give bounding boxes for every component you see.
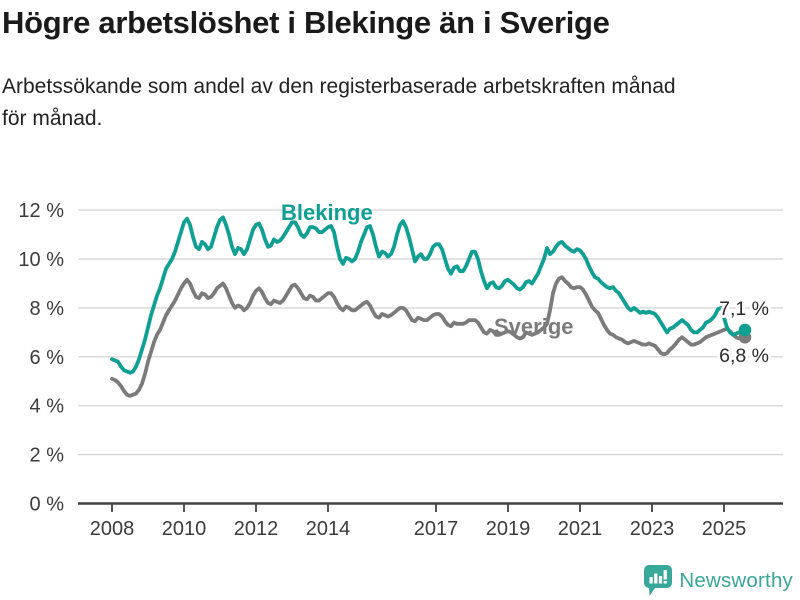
y-axis-label-4pct: 4 % (30, 396, 65, 418)
page-title: Högre arbetslöshet i Blekinge än i Sveri… (2, 5, 610, 40)
x-axis-label-2023: 2023 (630, 518, 675, 540)
series-label-blekinge: Blekinge (281, 200, 373, 225)
x-axis-label-2010: 2010 (162, 518, 207, 540)
bar-chart-glyph (649, 570, 668, 584)
series-label-sverige: Sverige (494, 314, 574, 339)
newsworthy-logo-text: Newsworthy (679, 568, 793, 592)
newsworthy-speech-bubble-icon (644, 565, 673, 596)
end-dot-blekinge (738, 323, 752, 337)
x-axis-label-2014: 2014 (306, 518, 351, 540)
y-axis-label-8pct: 8 % (30, 298, 65, 320)
y-axis-label-2pct: 2 % (30, 445, 65, 467)
y-axis-label-12pct: 12 % (18, 200, 64, 222)
end-value-label-sverige: 6,8 % (719, 345, 769, 367)
y-axis-label-0pct: 0 % (30, 494, 65, 516)
newsworthy-logo: Newsworthy (644, 565, 793, 596)
chart-subtitle-line-2: för månad. (2, 107, 103, 130)
x-axis-label-2012: 2012 (234, 518, 279, 540)
x-axis-layer: 2008 2010 2012 2014 2017 2019 2021 2023 2025 (78, 502, 783, 540)
x-axis-label-2017: 2017 (414, 518, 459, 540)
chart-subtitle: Arbetssökande som andel av den registerb… (2, 71, 676, 135)
x-axis-label-2025: 2025 (702, 518, 747, 540)
x-axis-label-2008: 2008 (90, 518, 135, 540)
gridlines-layer: 0 % 2 % 4 % 6 % 8 % 10 % 12 % (18, 200, 783, 516)
line-blekinge (110, 215, 747, 375)
end-value-label-blekinge: 7,1 % (719, 298, 769, 320)
line-sverige (110, 275, 747, 398)
x-axis-label-2019: 2019 (486, 518, 531, 540)
chart-subtitle-line-1: Arbetssökande som andel av den registerb… (2, 75, 676, 98)
y-axis-label-6pct: 6 % (30, 347, 65, 369)
series-layer (110, 215, 752, 398)
y-axis-label-10pct: 10 % (18, 249, 64, 271)
x-axis-label-2021: 2021 (558, 518, 603, 540)
